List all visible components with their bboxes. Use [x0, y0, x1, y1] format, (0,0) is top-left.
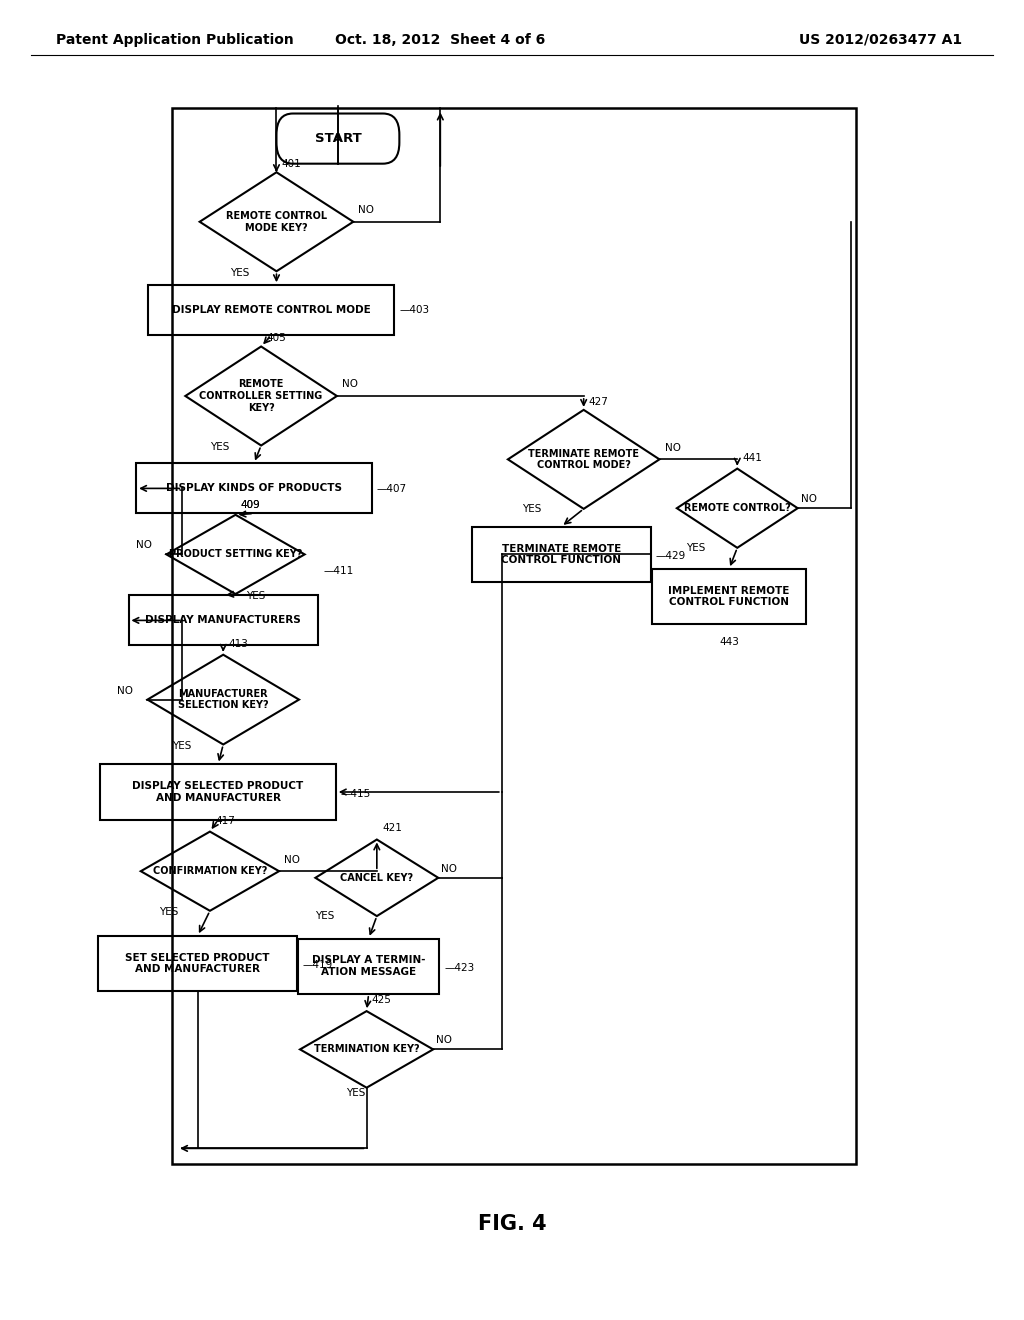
- Text: 405: 405: [266, 333, 286, 343]
- Text: 413: 413: [228, 639, 248, 649]
- Text: YES: YES: [522, 504, 542, 513]
- Text: YES: YES: [315, 911, 335, 921]
- Bar: [652, 569, 806, 624]
- Text: 409: 409: [241, 499, 260, 510]
- Text: —419: —419: [303, 960, 333, 970]
- Bar: [136, 463, 372, 513]
- Text: DISPLAY REMOTE CONTROL MODE: DISPLAY REMOTE CONTROL MODE: [172, 305, 371, 315]
- Text: 427: 427: [589, 396, 608, 407]
- Bar: [298, 939, 439, 994]
- Text: YES: YES: [159, 907, 178, 917]
- Text: START: START: [314, 132, 361, 145]
- Text: 441: 441: [742, 453, 762, 463]
- Text: DISPLAY KINDS OF PRODUCTS: DISPLAY KINDS OF PRODUCTS: [166, 483, 342, 494]
- Text: TERMINATION KEY?: TERMINATION KEY?: [313, 1044, 420, 1055]
- Text: —411: —411: [324, 565, 353, 576]
- Text: NO: NO: [342, 379, 358, 389]
- Bar: [129, 595, 317, 645]
- Text: SET SELECTED PRODUCT
AND MANUFACTURER: SET SELECTED PRODUCT AND MANUFACTURER: [125, 953, 270, 974]
- Text: YES: YES: [246, 590, 265, 601]
- Text: CANCEL KEY?: CANCEL KEY?: [340, 873, 414, 883]
- Text: NO: NO: [135, 540, 152, 550]
- Text: 425: 425: [372, 994, 391, 1005]
- Bar: [172, 108, 856, 1164]
- Text: YES: YES: [172, 741, 191, 751]
- Bar: [148, 285, 394, 335]
- Text: NO: NO: [117, 685, 133, 696]
- Text: NO: NO: [358, 205, 375, 215]
- Text: 409: 409: [241, 499, 260, 510]
- Text: NO: NO: [284, 854, 300, 865]
- Text: DISPLAY A TERMIN-
ATION MESSAGE: DISPLAY A TERMIN- ATION MESSAGE: [312, 956, 425, 977]
- Text: NO: NO: [441, 863, 458, 874]
- Text: REMOTE CONTROL?: REMOTE CONTROL?: [684, 503, 791, 513]
- Text: NO: NO: [436, 1035, 453, 1045]
- Text: FIG. 4: FIG. 4: [477, 1213, 547, 1234]
- Text: DISPLAY SELECTED PRODUCT
AND MANUFACTURER: DISPLAY SELECTED PRODUCT AND MANUFACTURE…: [132, 781, 304, 803]
- Text: NO: NO: [665, 442, 681, 453]
- Text: —429: —429: [656, 550, 686, 561]
- Text: US 2012/0263477 A1: US 2012/0263477 A1: [800, 33, 963, 46]
- Text: —423: —423: [444, 962, 475, 973]
- Text: 417: 417: [215, 816, 234, 826]
- Text: TERMINATE REMOTE
CONTROL MODE?: TERMINATE REMOTE CONTROL MODE?: [528, 449, 639, 470]
- Text: Oct. 18, 2012  Sheet 4 of 6: Oct. 18, 2012 Sheet 4 of 6: [335, 33, 546, 46]
- Text: NO: NO: [801, 494, 817, 504]
- Text: 421: 421: [382, 822, 401, 833]
- Text: —415: —415: [341, 788, 372, 799]
- Bar: [471, 527, 651, 582]
- Text: 443: 443: [719, 636, 739, 647]
- Text: 401: 401: [282, 158, 301, 169]
- Bar: [100, 764, 336, 820]
- Text: YES: YES: [230, 268, 250, 279]
- Text: YES: YES: [346, 1088, 366, 1098]
- Bar: [98, 936, 297, 991]
- Text: TERMINATE REMOTE
CONTROL FUNCTION: TERMINATE REMOTE CONTROL FUNCTION: [501, 544, 622, 565]
- Text: CONFIRMATION KEY?: CONFIRMATION KEY?: [153, 866, 267, 876]
- Text: PRODUCT SETTING KEY?: PRODUCT SETTING KEY?: [169, 549, 302, 560]
- Text: —407: —407: [377, 483, 407, 494]
- Text: Patent Application Publication: Patent Application Publication: [56, 33, 294, 46]
- Text: REMOTE
CONTROLLER SETTING
KEY?: REMOTE CONTROLLER SETTING KEY?: [200, 379, 323, 413]
- Text: REMOTE CONTROL
MODE KEY?: REMOTE CONTROL MODE KEY?: [226, 211, 327, 232]
- Text: DISPLAY MANUFACTURERS: DISPLAY MANUFACTURERS: [145, 615, 301, 626]
- Text: —403: —403: [399, 305, 429, 315]
- Text: MANUFACTURER
SELECTION KEY?: MANUFACTURER SELECTION KEY?: [178, 689, 268, 710]
- Text: IMPLEMENT REMOTE
CONTROL FUNCTION: IMPLEMENT REMOTE CONTROL FUNCTION: [669, 586, 790, 607]
- Text: YES: YES: [686, 543, 706, 553]
- Text: YES: YES: [210, 442, 229, 451]
